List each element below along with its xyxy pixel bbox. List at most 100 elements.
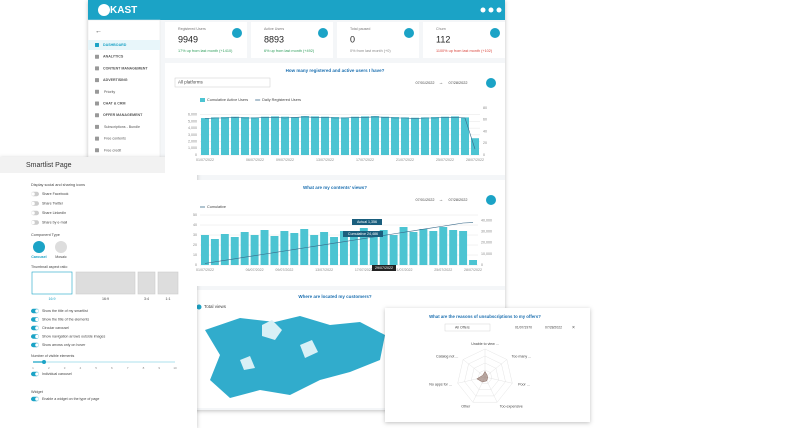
radar-label: Unable to view ... [471, 342, 499, 346]
bar [311, 116, 319, 155]
stat-icon [318, 28, 328, 38]
toggle-knob [35, 326, 39, 330]
bar [469, 260, 478, 265]
tooltip-actual: Actual 1,356 [357, 220, 377, 224]
bar [250, 235, 259, 265]
bar [231, 116, 239, 155]
sidebar-item[interactable]: OFFER MANAGEMENT [103, 113, 143, 117]
sidebar-item[interactable]: Subscriptions - Bundle [104, 125, 140, 129]
component-option[interactable] [55, 241, 67, 253]
bar [310, 235, 319, 265]
map-legend: Total views [204, 304, 227, 309]
x-tick-label: 06/07/2022 [246, 268, 264, 272]
bar [271, 116, 279, 155]
date-to: 07/28/2022 [448, 81, 467, 85]
x-tick-label: 13/07/2022 [315, 268, 333, 272]
ratio-option[interactable] [137, 271, 156, 295]
bar [280, 231, 289, 265]
tooltip-cumulative: Cumulative 24,486 [348, 232, 378, 236]
chart-card [165, 180, 505, 286]
y-tick-label: 30 [193, 233, 197, 237]
ratio-label: 16:9 [102, 297, 109, 301]
date-from: 01/07/1970 [515, 325, 532, 329]
stat-label: Active Users [264, 27, 284, 31]
date-arrow: → [439, 80, 444, 85]
bar [291, 117, 299, 155]
slider-tick: 2 [48, 366, 50, 370]
slider-thumb[interactable] [42, 360, 46, 364]
component-option[interactable] [33, 241, 45, 253]
stat-value: 112 [436, 34, 450, 44]
bar [429, 231, 438, 265]
filter-dropdown[interactable] [174, 77, 271, 88]
sidebar-item[interactable]: CONTENT MANAGEMENT [103, 66, 148, 70]
y-tick-label: 5,000 [188, 119, 197, 123]
toggle-knob [35, 372, 39, 376]
chart-title: What are the reasons of unsubscriptions … [429, 314, 541, 319]
slider-tick: 10 [173, 366, 177, 370]
tooltip-box [352, 219, 382, 225]
sidebar-item[interactable]: Free credit [104, 148, 121, 152]
map-legend-swatch [196, 304, 202, 310]
legend-swatch [200, 98, 205, 102]
y2-tick-label: 0 [481, 263, 483, 267]
bar [301, 116, 309, 155]
sidebar-item[interactable]: ANALYTICS [103, 55, 124, 59]
sidebar-item[interactable]: Priority [104, 90, 115, 94]
map-lakes [240, 320, 318, 370]
user-icon[interactable] [496, 7, 502, 13]
stat-card [423, 22, 505, 58]
close-button[interactable]: × [572, 325, 575, 331]
ratio-option[interactable] [157, 271, 179, 295]
download-button[interactable] [486, 195, 496, 205]
slider-tick: 7 [127, 366, 129, 370]
sidebar-icon [95, 148, 99, 153]
sidebar-icon [95, 89, 99, 94]
ratio-option[interactable] [31, 271, 73, 295]
slider-tick: 5 [95, 366, 97, 370]
bar [341, 117, 349, 155]
sidebar-item[interactable]: DASHBOARD [103, 43, 127, 47]
section-label: Thumbnail aspect ratio [31, 265, 67, 269]
bar [369, 233, 378, 265]
bar [381, 116, 389, 155]
section-label: Component Type [31, 233, 60, 237]
slider-tick: 8 [143, 366, 145, 370]
bar [419, 229, 428, 265]
sidebar-item[interactable]: ADVERTISING [103, 78, 128, 82]
date-from: 07/01/2022 [415, 198, 434, 202]
bar [409, 232, 418, 265]
sidebar-item[interactable]: CHAT & CRM [103, 101, 126, 105]
slider-tick: 1 [32, 366, 34, 370]
bar [251, 117, 259, 155]
radar-label: Too expensive [500, 405, 523, 409]
y2-tick-label: 40 [483, 129, 487, 133]
toggle-knob [35, 334, 39, 339]
filter-dropdown[interactable] [444, 323, 491, 332]
sidebar-item[interactable]: Free contents [104, 137, 126, 141]
download-button[interactable] [486, 78, 496, 88]
help-icon[interactable] [480, 7, 486, 13]
bar [359, 228, 368, 265]
back-arrow[interactable]: ← [95, 28, 102, 35]
radar-area [476, 370, 488, 383]
bar [320, 232, 329, 265]
ratio-option[interactable] [75, 271, 136, 295]
stat-icon [490, 28, 500, 38]
y2-tick-label: 40,000 [481, 219, 492, 223]
x-tick-label: 28/07/2022 [464, 268, 482, 272]
y-tick-label: 40 [193, 223, 197, 227]
y2-tick-label: 10,000 [481, 252, 492, 256]
x-tick-label: 17/07/2022 [356, 158, 374, 162]
ratio-label: 16:9 [49, 297, 56, 301]
section-label: Display social and sharing icons [31, 183, 85, 187]
stat-label: Registered Users [178, 27, 206, 31]
date-to: 07/28/2022 [545, 325, 562, 329]
settings-icon[interactable] [488, 7, 494, 13]
stat-change: 17% up from last month (+1410) [178, 49, 233, 53]
toggle-label: Show navigation arrows outside images [42, 334, 106, 338]
bar [411, 117, 419, 155]
radar-spoke [462, 359, 486, 378]
x-tick-label: 25/07/2022 [434, 268, 452, 272]
bar [449, 230, 458, 265]
